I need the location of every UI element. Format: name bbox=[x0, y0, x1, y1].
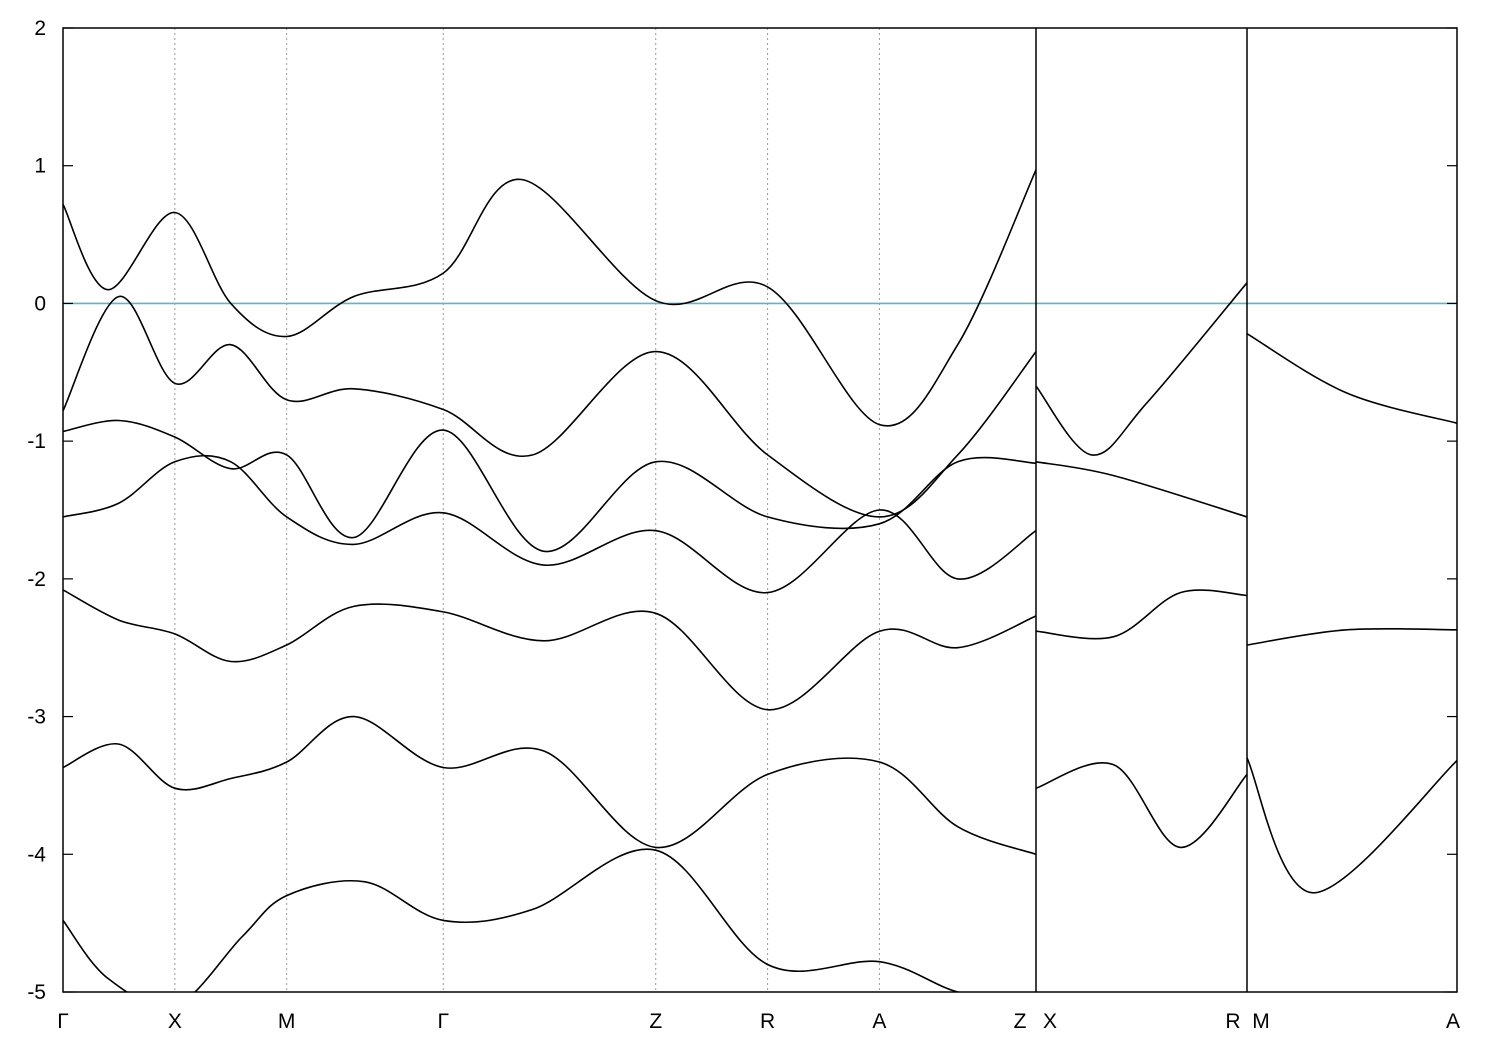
y-tick-label: -4 bbox=[27, 843, 46, 866]
x-tick-label: R bbox=[760, 1010, 775, 1033]
band-line bbox=[63, 295, 1037, 518]
band-line bbox=[1035, 589, 1248, 640]
x-tick-label: Γ bbox=[57, 1010, 69, 1033]
x-tick-label: R bbox=[1225, 1010, 1240, 1033]
y-tick-label: 2 bbox=[34, 17, 46, 40]
x-tick-label: X bbox=[168, 1010, 182, 1033]
x-tick-label: A bbox=[1446, 1010, 1460, 1033]
band-line bbox=[1035, 282, 1248, 456]
band-line bbox=[1035, 461, 1248, 518]
band-lines bbox=[63, 169, 1457, 992]
band-line bbox=[63, 589, 1037, 711]
plot-border bbox=[62, 27, 1458, 993]
y-tick-label: -2 bbox=[27, 568, 46, 591]
x-tick-label: X bbox=[1043, 1010, 1057, 1033]
band-line bbox=[63, 454, 1037, 594]
band-line bbox=[63, 715, 1037, 856]
x-tick-label: M bbox=[278, 1010, 296, 1033]
band-line bbox=[1246, 627, 1457, 646]
vertical-gridlines bbox=[62, 28, 1458, 992]
band-line bbox=[63, 848, 961, 992]
x-tick-label: Z bbox=[1014, 1010, 1027, 1033]
band-line bbox=[63, 169, 1037, 427]
y-tick-label: 0 bbox=[34, 292, 46, 315]
band-line bbox=[1246, 333, 1457, 424]
y-tick-label: -5 bbox=[27, 981, 46, 1004]
band-line bbox=[63, 419, 1037, 553]
y-axis-ticks: 2 1 0 -1 -2 -3 -4 -5 bbox=[27, 17, 1457, 1004]
x-tick-label: Z bbox=[649, 1010, 662, 1033]
x-tick-label: A bbox=[872, 1010, 886, 1033]
x-tick-label: M bbox=[1252, 1010, 1270, 1033]
band-line bbox=[1246, 757, 1457, 894]
y-tick-label: 1 bbox=[34, 155, 46, 178]
y-tick-label: -1 bbox=[27, 430, 46, 453]
x-tick-label: Γ bbox=[437, 1010, 449, 1033]
y-tick-label: -3 bbox=[27, 706, 46, 729]
plot-frame bbox=[62, 27, 1458, 993]
band-line bbox=[1035, 762, 1248, 849]
